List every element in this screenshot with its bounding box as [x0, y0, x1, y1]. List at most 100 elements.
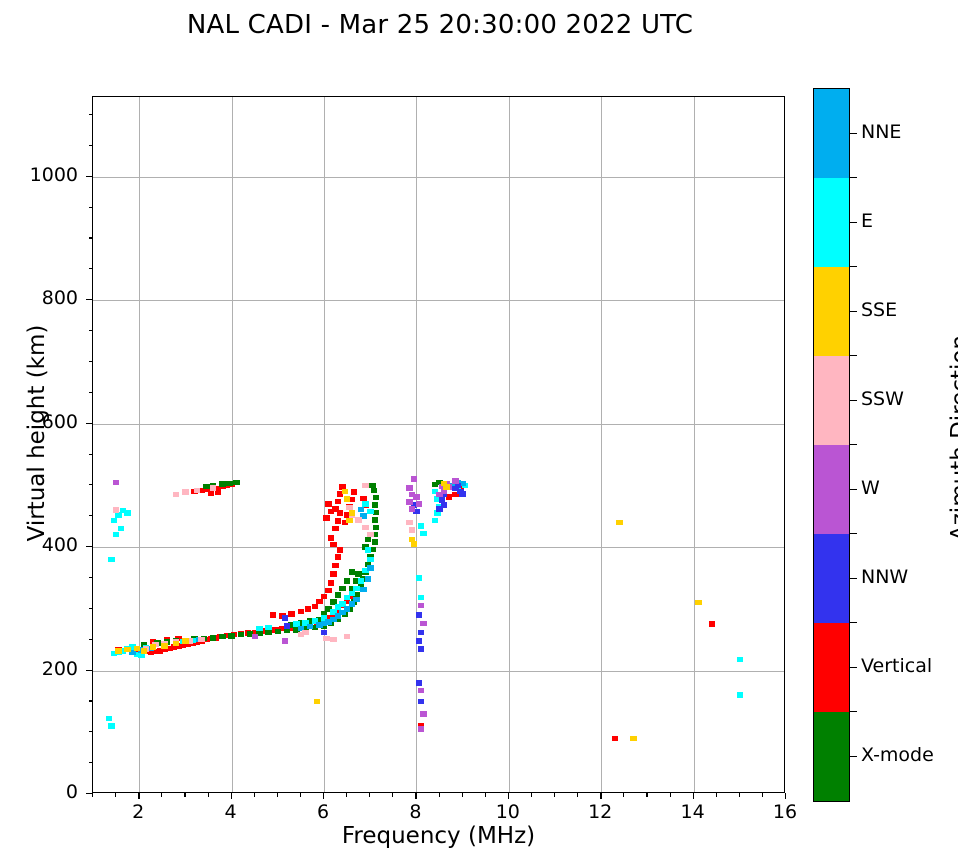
data-point-nne — [343, 606, 351, 612]
data-point-x-mode — [369, 482, 376, 489]
data-point-nnw — [417, 646, 425, 652]
data-point-vertical — [251, 629, 258, 636]
x-tick-minor — [715, 793, 717, 797]
colorbar-band-vertical — [814, 623, 849, 712]
data-point-sse — [440, 480, 448, 487]
data-point-e — [415, 575, 422, 581]
gridline-vertical — [601, 97, 603, 792]
y-tick-minor — [88, 762, 92, 764]
colorbar-tick — [850, 666, 857, 668]
data-point-nne — [320, 620, 328, 627]
data-point-w — [436, 491, 443, 498]
data-point-e — [133, 651, 141, 658]
data-point-x-mode — [219, 481, 226, 487]
data-point-e — [431, 517, 439, 524]
x-tick-minor — [646, 793, 648, 797]
x-tick — [692, 793, 694, 799]
data-point-vertical — [708, 621, 716, 627]
data-point-e — [129, 644, 136, 650]
gridline-vertical — [693, 97, 695, 792]
data-point-w — [406, 485, 413, 491]
data-point-x-mode — [355, 571, 362, 577]
data-point-nnw — [438, 494, 446, 501]
y-tick-minor — [88, 515, 92, 517]
data-point-w — [438, 483, 446, 490]
x-tick-minor — [253, 793, 255, 797]
x-tick-label: 10 — [495, 801, 520, 823]
data-point-vertical — [320, 593, 328, 600]
data-point-vertical — [417, 723, 425, 729]
gridline-horizontal — [93, 176, 784, 178]
data-point-sse — [410, 541, 418, 547]
y-tick-label: 800 — [41, 287, 78, 310]
y-tick — [86, 175, 92, 177]
data-point-vertical — [156, 648, 164, 654]
colorbar-tick — [850, 132, 857, 134]
data-point-e — [124, 510, 131, 516]
data-point-sse — [408, 536, 415, 543]
data-point-x-mode — [348, 569, 355, 575]
data-point-e — [110, 517, 118, 524]
data-point-nne — [364, 576, 372, 582]
data-point-nne — [339, 609, 346, 616]
data-point-vertical — [330, 541, 337, 548]
data-point-vertical — [452, 491, 459, 498]
data-point-nnw — [417, 698, 425, 705]
data-point-x-mode — [302, 625, 309, 632]
data-point-vertical — [327, 508, 335, 515]
gridline-vertical — [139, 97, 141, 792]
data-point-vertical — [152, 648, 159, 655]
data-point-e — [348, 590, 355, 597]
x-tick-minor — [438, 793, 440, 797]
colorbar-label-w: W — [861, 476, 880, 499]
data-point-e — [353, 585, 360, 592]
data-point-e — [105, 715, 113, 722]
y-axis-label: Virtual height (km) — [24, 324, 50, 542]
x-tick-minor — [577, 793, 579, 797]
colorbar-band-nne — [814, 89, 849, 178]
data-point-e — [367, 508, 374, 515]
data-point-e — [367, 556, 374, 563]
colorbar-label-e: E — [861, 209, 874, 232]
data-point-e — [364, 547, 372, 553]
data-point-ssw — [297, 631, 305, 638]
data-point-nnw — [283, 623, 291, 629]
y-tick-label: 600 — [41, 410, 78, 433]
data-point-vertical — [288, 611, 295, 617]
y-tick-label: 200 — [41, 657, 78, 680]
data-point-e — [736, 656, 744, 663]
data-point-w — [281, 638, 288, 644]
x-tick-minor — [623, 793, 625, 797]
data-point-e — [362, 501, 369, 507]
x-tick-minor — [461, 793, 463, 797]
colorbar-label-x-mode: X-mode — [861, 743, 934, 766]
data-point-x-mode — [372, 494, 379, 501]
data-point-ssw — [112, 507, 120, 513]
data-point-x-mode — [369, 546, 376, 553]
data-point-e — [334, 604, 342, 610]
x-tick-minor — [299, 793, 302, 797]
x-tick — [507, 793, 510, 799]
data-point-vertical — [149, 638, 157, 645]
colorbar-boundary-tick — [850, 622, 857, 624]
x-tick-minor — [92, 793, 94, 797]
data-point-sse — [149, 644, 157, 650]
data-point-sse — [182, 638, 189, 644]
data-point-sse — [124, 646, 131, 653]
data-point-e — [420, 530, 427, 537]
colorbar-boundary-tick — [850, 266, 857, 268]
data-point-nne — [325, 619, 332, 625]
data-point-e — [362, 567, 369, 574]
y-tick-minor — [88, 113, 92, 116]
data-point-vertical — [269, 612, 277, 618]
data-point-ssw — [302, 629, 309, 636]
data-point-nnw — [440, 491, 448, 497]
colorbar-band-ssw — [814, 356, 849, 445]
data-point-vertical — [343, 598, 351, 604]
page-title: NAL CADI - Mar 25 20:30:00 2022 UTC — [186, 10, 694, 40]
x-tick-minor — [207, 793, 209, 797]
data-point-vertical — [339, 484, 346, 490]
data-point-x-mode — [293, 627, 300, 633]
data-point-x-mode — [233, 479, 240, 486]
colorbar-band-nnw — [814, 534, 849, 623]
